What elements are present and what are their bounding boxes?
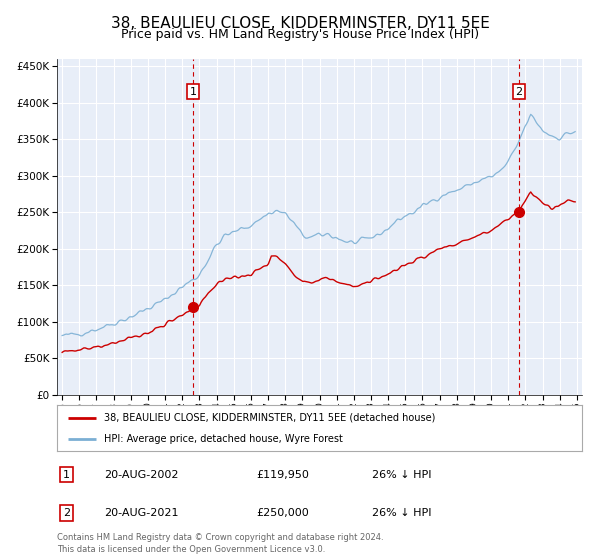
Text: This data is licensed under the Open Government Licence v3.0.: This data is licensed under the Open Gov… xyxy=(57,545,325,554)
Text: 26% ↓ HPI: 26% ↓ HPI xyxy=(372,470,431,479)
Text: 1: 1 xyxy=(63,470,70,479)
Text: 2: 2 xyxy=(515,87,523,97)
Text: 26% ↓ HPI: 26% ↓ HPI xyxy=(372,508,431,518)
Text: 20-AUG-2002: 20-AUG-2002 xyxy=(104,470,179,479)
Text: Contains HM Land Registry data © Crown copyright and database right 2024.: Contains HM Land Registry data © Crown c… xyxy=(57,533,383,542)
Text: 38, BEAULIEU CLOSE, KIDDERMINSTER, DY11 5EE: 38, BEAULIEU CLOSE, KIDDERMINSTER, DY11 … xyxy=(110,16,490,31)
Text: £250,000: £250,000 xyxy=(257,508,309,518)
Text: 1: 1 xyxy=(190,87,197,97)
Text: 20-AUG-2021: 20-AUG-2021 xyxy=(104,508,179,518)
Text: 38, BEAULIEU CLOSE, KIDDERMINSTER, DY11 5EE (detached house): 38, BEAULIEU CLOSE, KIDDERMINSTER, DY11 … xyxy=(104,413,436,423)
Text: £119,950: £119,950 xyxy=(257,470,310,479)
Text: HPI: Average price, detached house, Wyre Forest: HPI: Average price, detached house, Wyre… xyxy=(104,435,343,444)
Text: Price paid vs. HM Land Registry's House Price Index (HPI): Price paid vs. HM Land Registry's House … xyxy=(121,28,479,41)
Text: 2: 2 xyxy=(63,508,70,518)
